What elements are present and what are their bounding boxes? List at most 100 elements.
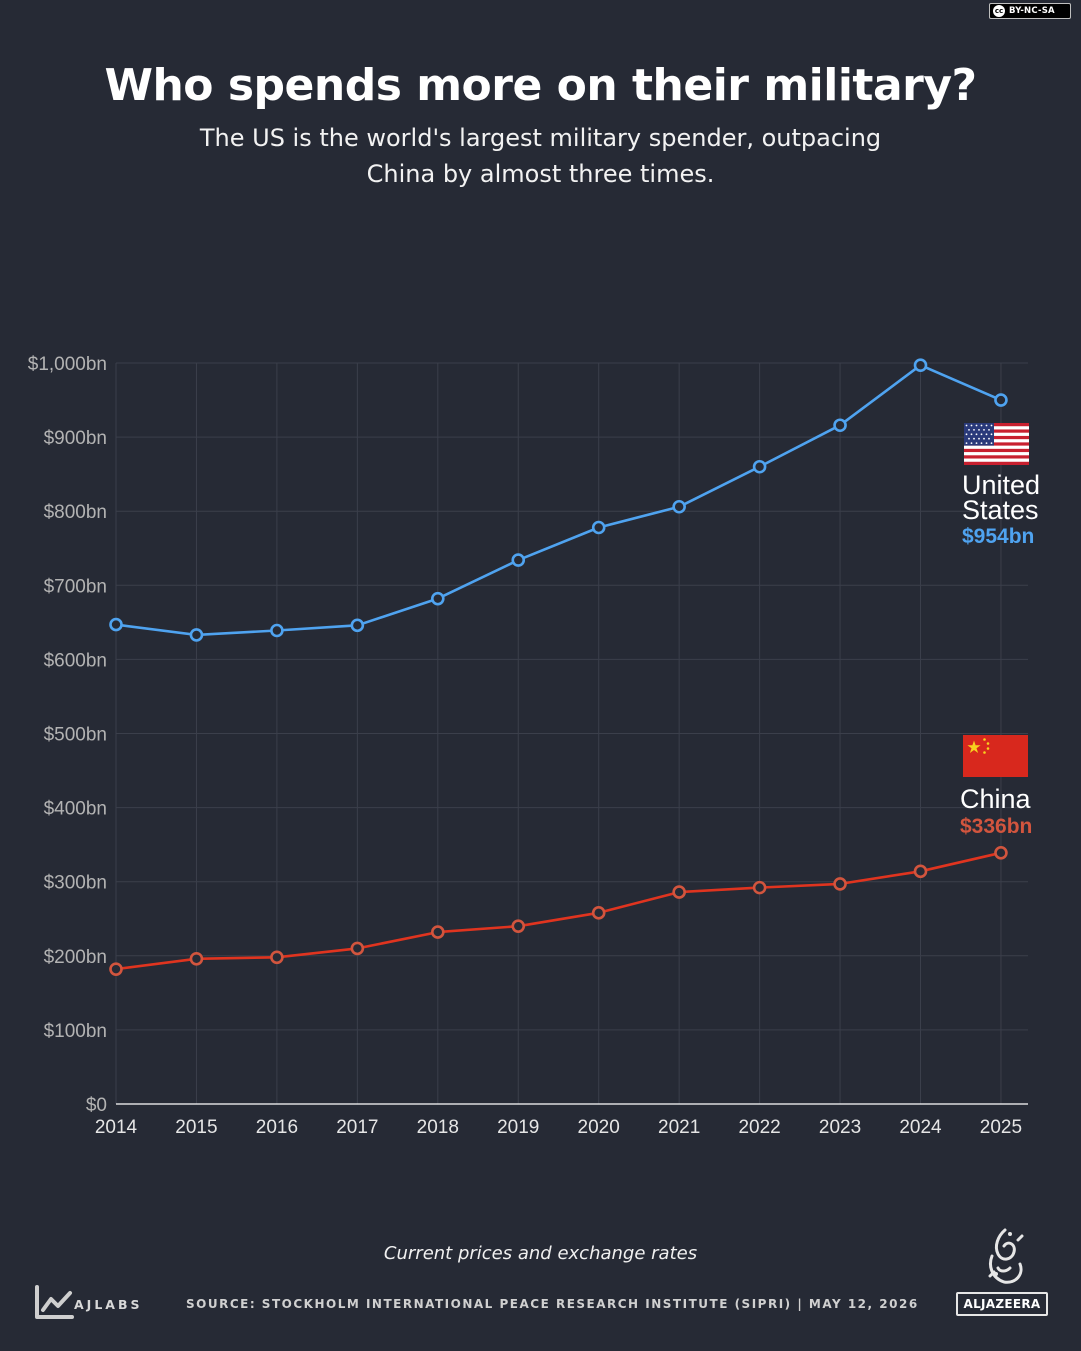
- data-point: [350, 618, 365, 633]
- flag-star: [975, 424, 978, 427]
- data-point: [752, 880, 767, 895]
- x-tick-label: 2017: [336, 1117, 378, 1138]
- flag-star: [965, 442, 968, 444]
- horizontal-gridlines: [116, 362, 1028, 1031]
- data-point: [672, 885, 686, 899]
- x-tick-label: 2024: [899, 1117, 942, 1138]
- aljazeera-wordmark: ALJAZEERA: [956, 1292, 1048, 1316]
- us-flag: [964, 423, 1029, 465]
- y-axis-tick-labels: $0 $100bn $200bn $300bn $400bn $500bn $600bn $7…: [28, 354, 107, 1116]
- y-tick-label: $0: [86, 1095, 107, 1116]
- y-tick-label: $1,000bn: [28, 354, 107, 375]
- chart-note: Current prices and exchange rates: [383, 1243, 698, 1264]
- data-point: [270, 623, 284, 638]
- flag-star: [973, 429, 975, 431]
- aljazeera-emblem-icon: [988, 1228, 1024, 1284]
- flag-star: [978, 437, 980, 440]
- source-line: SOURCE: STOCKHOLM INTERNATIONAL PEACE RE…: [186, 1297, 919, 1311]
- data-point: [511, 553, 526, 567]
- flag-star: [980, 433, 983, 436]
- y-tick-label: $800bn: [44, 502, 107, 523]
- china-label: China: [960, 784, 1032, 814]
- x-tick-label: 2022: [738, 1117, 780, 1138]
- flag-star: [970, 424, 973, 427]
- china-flag: [963, 735, 1028, 777]
- flag-star: [990, 442, 993, 444]
- license-badge: cc BY-NC-SA: [989, 3, 1071, 19]
- data-point: [994, 393, 1008, 407]
- series-line-united-states: [115, 363, 1002, 637]
- flag-star: [975, 442, 978, 444]
- y-tick-label: $500bn: [44, 725, 107, 746]
- data-point: [833, 877, 847, 891]
- flag-star: [965, 433, 968, 436]
- flag-star: [985, 424, 988, 427]
- data-point: [109, 962, 123, 976]
- flag-star: [983, 429, 985, 431]
- data-point: [994, 846, 1008, 860]
- flag-star: [988, 429, 990, 431]
- data-point: [591, 520, 606, 535]
- ajlabs-wordmark: AJLABS: [74, 1297, 143, 1312]
- x-tick-label: 2016: [256, 1117, 298, 1138]
- chart-title: Who spends more on their military?: [104, 60, 977, 111]
- x-tick-label: 2021: [658, 1117, 700, 1138]
- flag-star: [990, 433, 993, 436]
- x-tick-label: 2023: [819, 1117, 861, 1138]
- flag-star: [975, 433, 978, 436]
- flag-star: [983, 437, 985, 440]
- data-point: [752, 459, 767, 474]
- license-text: BY-NC-SA: [1009, 6, 1055, 16]
- x-tick-label: 2019: [497, 1117, 539, 1138]
- data-point: [511, 919, 526, 933]
- flag-star: [968, 437, 970, 440]
- x-tick-label: 2014: [95, 1117, 138, 1138]
- us-value-label: $954bn: [962, 525, 1034, 548]
- x-tick-label: 2025: [980, 1117, 1022, 1138]
- series-line-china: [115, 851, 1002, 971]
- data-point: [913, 864, 928, 879]
- x-tick-label: 2018: [417, 1117, 459, 1138]
- y-tick-label: $600bn: [44, 650, 107, 671]
- data-point: [189, 628, 204, 642]
- flag-star: [970, 433, 973, 436]
- series-layer: [109, 358, 1008, 976]
- flag-star: [978, 429, 980, 431]
- flag-star: [968, 429, 970, 431]
- flag-star: [985, 442, 988, 444]
- y-tick-label: $900bn: [44, 428, 107, 449]
- data-point: [913, 358, 928, 373]
- y-tick-label: $400bn: [44, 799, 107, 820]
- data-point: [270, 950, 284, 965]
- flag-star: [980, 442, 983, 444]
- x-tick-label: 2015: [175, 1117, 217, 1138]
- flag-star: [973, 437, 975, 440]
- flag-star: [985, 433, 988, 436]
- x-tick-label: 2020: [578, 1117, 620, 1138]
- data-point: [591, 906, 606, 920]
- flag-star: [970, 442, 973, 444]
- creative-commons-icon: cc: [993, 5, 1005, 17]
- data-point: [109, 617, 123, 632]
- ajlabs-logo-icon: [35, 1285, 74, 1319]
- us-label-line-2: States: [962, 495, 1039, 525]
- data-point: [430, 591, 445, 606]
- y-tick-label: $200bn: [44, 947, 107, 968]
- flag-star: [980, 424, 983, 427]
- x-axis-tick-labels: 2014 2015 2016 2017 2018 2019 2020 2021 2022 2023…: [95, 1117, 1022, 1138]
- data-point: [430, 925, 445, 939]
- flag-star: [990, 424, 993, 427]
- us-label-line-1: United: [962, 470, 1040, 500]
- data-point: [189, 951, 204, 966]
- y-tick-label: $700bn: [44, 576, 107, 597]
- line-chart: $0 $100bn $200bn $300bn $400bn $500bn $600bn $7…: [28, 354, 1040, 1138]
- flag-star: [988, 437, 990, 440]
- chart-subtitle: The US is the world's largest military s…: [199, 124, 882, 188]
- data-point: [833, 418, 847, 433]
- china-value-label: $336bn: [960, 815, 1032, 838]
- data-point: [672, 499, 686, 514]
- y-tick-label: $300bn: [44, 873, 107, 894]
- flag-star: [965, 424, 968, 427]
- data-point: [350, 941, 365, 956]
- y-tick-label: $100bn: [44, 1021, 107, 1042]
